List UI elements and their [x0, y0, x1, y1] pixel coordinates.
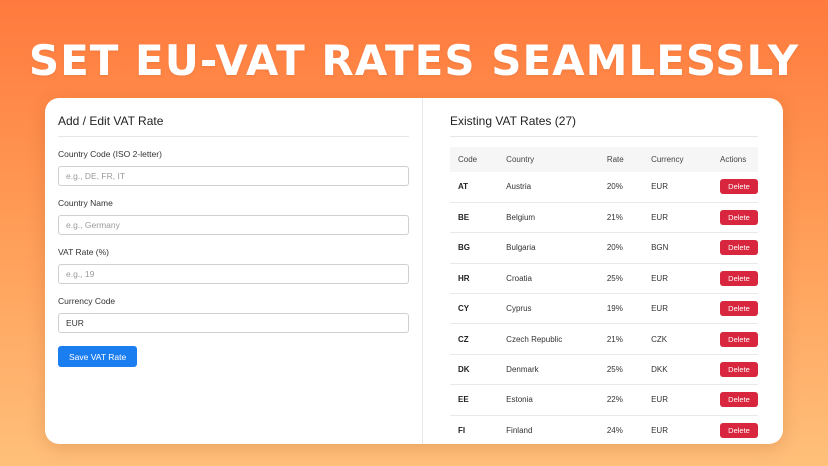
headline: SET EU-VAT RATES SEAMLESSLY: [28, 36, 800, 85]
cell-rate: 22%: [606, 395, 623, 405]
cell-code: AT: [458, 182, 469, 192]
vat-rates-panel: Existing VAT Rates (27) Code Country Rat…: [423, 98, 783, 444]
delete-button[interactable]: Delete: [720, 331, 758, 347]
vat-rate-input[interactable]: [58, 264, 409, 284]
cell-rate: 19%: [606, 304, 623, 314]
cell-country: Czech Republic: [506, 334, 563, 344]
cell-country: Bulgaria: [506, 243, 536, 253]
cell-rate: 20%: [606, 182, 623, 192]
currency-code-input[interactable]: [58, 313, 409, 333]
cell-rate: 24%: [606, 425, 623, 435]
cell-code: FI: [458, 425, 466, 435]
cell-currency: EUR: [651, 182, 668, 192]
cell-currency: BGN: [651, 243, 669, 253]
header-currency: Currency: [651, 155, 684, 164]
cell-actions: Delete: [712, 354, 758, 384]
cell-actions: Delete: [712, 263, 758, 293]
vat-rates-table: Code Country Rate Currency Actions AT Au…: [450, 147, 758, 444]
header-code: Code: [458, 155, 478, 164]
cell-actions: Delete: [712, 202, 758, 232]
cell-currency: CZK: [651, 334, 668, 344]
table-row: EE Estonia 22% EUR Delete: [450, 385, 758, 416]
cell-currency: EUR: [651, 395, 668, 405]
cell-rate: 21%: [606, 213, 623, 223]
cell-actions: Delete: [712, 385, 758, 415]
table-row: BE Belgium 21% EUR Delete: [450, 202, 758, 233]
cell-country: Cyprus: [506, 304, 532, 314]
table-row: CY Cyprus 19% EUR Delete: [450, 294, 758, 324]
cell-currency: EUR: [651, 213, 668, 223]
currency-code-label: Currency Code: [58, 296, 116, 306]
delete-button[interactable]: Delete: [720, 301, 758, 317]
header-actions: Actions: [720, 155, 747, 164]
cell-actions: Delete: [712, 294, 758, 324]
country-name-input[interactable]: [58, 215, 409, 235]
delete-button[interactable]: Delete: [720, 240, 758, 256]
cell-currency: EUR: [651, 425, 668, 435]
cell-actions: Delete: [712, 415, 758, 444]
table-row: BG Bulgaria 20% BGN Delete: [450, 233, 758, 264]
save-vat-rate-button[interactable]: Save VAT Rate: [58, 346, 138, 367]
cell-code: CZ: [458, 334, 469, 344]
header-country: Country: [506, 155, 535, 164]
cell-country: Austria: [506, 182, 532, 192]
delete-button[interactable]: Delete: [720, 392, 758, 408]
cell-country: Belgium: [506, 213, 536, 223]
delete-button[interactable]: Delete: [720, 179, 758, 195]
cell-currency: EUR: [651, 304, 668, 314]
cell-code: HR: [458, 273, 470, 283]
header-rate: Rate: [606, 155, 624, 164]
cell-actions: Delete: [712, 233, 758, 263]
cell-actions: Delete: [712, 324, 758, 354]
cell-currency: EUR: [651, 273, 668, 283]
cell-code: EE: [458, 395, 469, 405]
table-row: CZ Czech Republic 21% CZK Delete: [450, 324, 758, 355]
table-row: DK Denmark 25% DKK Delete: [450, 354, 758, 385]
vat-rate-label: VAT Rate (%): [58, 247, 110, 257]
delete-button[interactable]: Delete: [720, 422, 758, 438]
vat-form-panel: Add / Edit VAT Rate Country Code (ISO 2-…: [45, 98, 423, 444]
cell-rate: 25%: [606, 273, 623, 283]
cell-rate: 21%: [606, 334, 623, 344]
country-code-input[interactable]: [58, 166, 409, 186]
delete-button[interactable]: Delete: [720, 210, 758, 226]
delete-button[interactable]: Delete: [720, 270, 758, 286]
cell-country: Croatia: [506, 273, 532, 283]
country-name-label: Country Name: [58, 198, 113, 208]
cell-code: BE: [458, 213, 470, 223]
cell-country: Finland: [506, 425, 533, 435]
cell-code: DK: [458, 365, 470, 375]
table-header-row: Code Country Rate Currency Actions: [450, 147, 758, 172]
cell-country: Estonia: [506, 395, 533, 405]
table-row: HR Croatia 25% EUR Delete: [450, 263, 758, 294]
table-title: Existing VAT Rates (27): [450, 114, 758, 137]
vat-card: Add / Edit VAT Rate Country Code (ISO 2-…: [45, 98, 783, 444]
cell-code: CY: [458, 304, 470, 314]
delete-button[interactable]: Delete: [720, 362, 758, 378]
cell-rate: 25%: [606, 365, 623, 375]
table-row: FI Finland 24% EUR Delete: [450, 415, 758, 444]
cell-currency: DKK: [651, 365, 668, 375]
cell-code: BG: [458, 243, 470, 253]
form-title: Add / Edit VAT Rate: [58, 114, 409, 137]
table-row: AT Austria 20% EUR Delete: [450, 172, 758, 203]
cell-country: Denmark: [506, 365, 539, 375]
country-code-label: Country Code (ISO 2-letter): [58, 149, 162, 159]
cell-rate: 20%: [606, 243, 623, 253]
cell-actions: Delete: [712, 172, 758, 202]
